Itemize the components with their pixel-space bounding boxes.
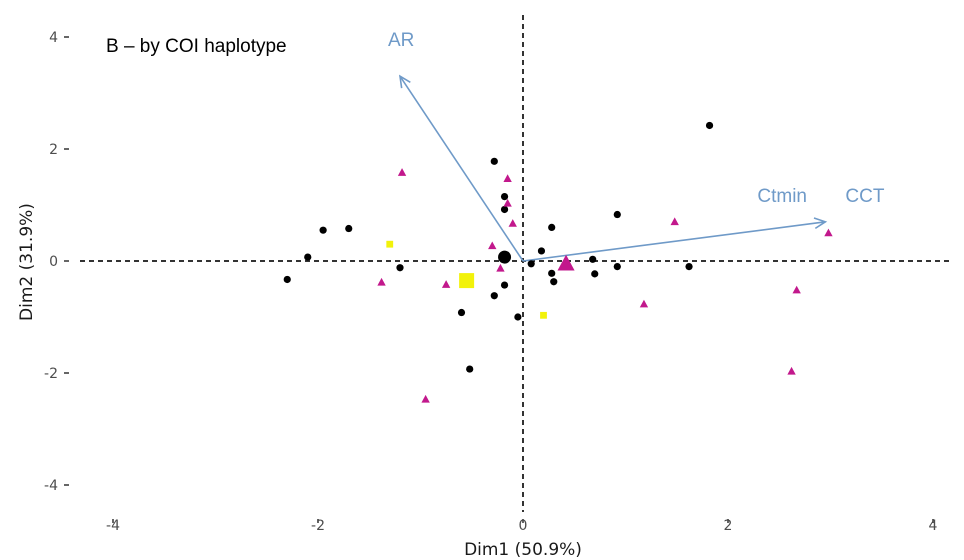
y-tick-label: 4: [49, 30, 58, 46]
data-point-triangle: [503, 198, 512, 207]
data-point-triangle: [639, 299, 649, 308]
y-tick-label: -2: [44, 366, 58, 382]
data-point-circle: [466, 365, 474, 373]
data-point-triangle: [508, 219, 517, 227]
data-point-circle: [613, 263, 621, 271]
data-point-triangle: [377, 277, 386, 286]
data-point-circle: [500, 281, 509, 289]
x-tick-label: -2: [311, 518, 325, 534]
data-point-circle: [500, 193, 509, 201]
tick-layer: -4 -2 0 2 4 -4 -2 0 2 4: [44, 30, 938, 534]
data-point-triangle: [397, 168, 407, 176]
data-point-circle: [304, 253, 312, 261]
x-axis-title: Dim1 (50.9%): [464, 540, 582, 560]
data-point-circle: [705, 121, 714, 130]
group-centroid-square: [459, 273, 475, 289]
y-tick-label: 0: [49, 254, 58, 270]
data-point-triangle: [488, 241, 497, 250]
data-point-circle: [527, 260, 535, 268]
data-point-square: [386, 240, 394, 248]
data-point-circle: [345, 224, 353, 233]
data-point-circle: [514, 313, 522, 321]
data-point-square: [540, 311, 547, 319]
data-point-circle: [490, 157, 498, 165]
data-point-circle: [396, 264, 404, 272]
data-point-circle: [591, 270, 599, 278]
vector-arrowhead: [813, 217, 828, 230]
data-point-triangle: [441, 280, 451, 288]
data-point-triangle: [824, 228, 833, 237]
vector-label-ctmin: Ctmin: [757, 186, 807, 207]
data-point-circle: [685, 263, 693, 271]
x-tick-label: -4: [106, 518, 120, 534]
data-point-circle: [548, 223, 556, 231]
vector-arrow-line: [522, 221, 826, 262]
vector-arrow-line: [399, 75, 524, 262]
group-centroid-triangle: [557, 254, 575, 271]
variable-vectors: AR Ctmin CCT: [388, 30, 885, 262]
vector-label-cct: CCT: [845, 186, 884, 207]
data-point-circle: [537, 247, 546, 255]
data-point-triangle: [792, 285, 801, 294]
data-point-triangle: [496, 263, 505, 272]
x-tick-label: 4: [929, 518, 938, 534]
data-points: [283, 121, 833, 403]
reference-lines: [80, 15, 950, 512]
data-point-triangle: [670, 217, 679, 226]
data-point-triangle: [421, 394, 430, 403]
data-point-circle: [500, 205, 509, 214]
x-tick-label: 2: [724, 518, 733, 534]
data-point-triangle: [503, 174, 512, 182]
vector-label-ar: AR: [388, 30, 414, 51]
y-axis-title: Dim2 (31.9%): [17, 203, 37, 321]
data-point-circle: [457, 308, 466, 317]
data-point-circle: [490, 292, 498, 300]
data-point-circle: [589, 255, 597, 263]
vector-arrowhead: [398, 74, 411, 89]
data-point-circle: [548, 269, 556, 277]
data-point-circle: [613, 210, 621, 219]
data-point-circle: [283, 275, 291, 284]
chart-title: B – by COI haplotype: [106, 36, 287, 57]
group-centroid-circle: [498, 250, 512, 264]
data-point-triangle: [787, 366, 796, 375]
data-point-circle: [550, 278, 558, 286]
data-point-circle: [319, 226, 327, 234]
y-tick-label: -4: [44, 478, 58, 494]
x-tick-label: 0: [519, 518, 528, 534]
y-tick-label: 2: [49, 142, 58, 158]
